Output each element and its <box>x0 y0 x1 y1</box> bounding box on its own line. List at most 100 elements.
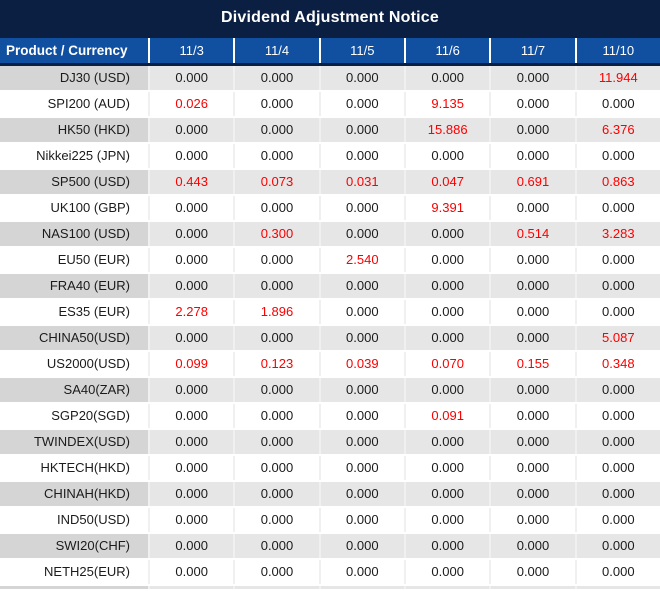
dividend-value: 0.000 <box>235 378 319 402</box>
dividend-value: 0.000 <box>150 404 234 428</box>
dividend-value: 0.000 <box>150 430 234 454</box>
dividend-value: 0.000 <box>406 248 490 272</box>
dividend-value: 0.000 <box>150 66 234 90</box>
dividend-value: 0.000 <box>406 456 490 480</box>
dividend-value: 0.863 <box>576 170 660 194</box>
dividend-value: 0.000 <box>235 404 319 428</box>
product-label: FRA40 (EUR) <box>0 274 148 298</box>
dividend-value: 0.073 <box>235 170 319 194</box>
dividend-value: 0.000 <box>491 508 575 532</box>
product-label: EU50 (EUR) <box>0 248 148 272</box>
dividend-value: 0.000 <box>150 482 234 506</box>
product-label: CHINA50(USD) <box>0 326 148 350</box>
column-header-date-2: 11/5 <box>320 38 404 63</box>
dividend-value: 5.087 <box>576 326 660 350</box>
dividend-value: 0.000 <box>576 196 660 220</box>
column-header-date-0: 11/3 <box>150 38 234 63</box>
dividend-value: 0.000 <box>320 66 404 90</box>
dividend-value: 0.000 <box>235 534 319 558</box>
dividend-value: 0.000 <box>320 222 404 246</box>
dividend-value: 0.000 <box>320 326 404 350</box>
page-title: Dividend Adjustment Notice <box>221 9 439 26</box>
dividend-value: 15.886 <box>406 118 490 142</box>
dividend-value: 0.000 <box>491 248 575 272</box>
dividend-value: 3.283 <box>576 222 660 246</box>
column-header-date-4: 11/7 <box>491 38 575 63</box>
dividend-value: 0.000 <box>235 248 319 272</box>
dividend-value: 0.000 <box>235 456 319 480</box>
dividend-value: 0.000 <box>235 118 319 142</box>
column-header-product-currency: Product / Currency <box>0 38 148 63</box>
table-row: SGP20(SGD) 0.000 0.000 0.000 0.091 0.000 0.000 <box>0 404 660 428</box>
table-row: Nikkei225 (JPN) 0.000 0.000 0.000 0.000 0.000… <box>0 144 660 168</box>
dividend-value: 0.123 <box>235 352 319 376</box>
dividend-value: 0.000 <box>150 144 234 168</box>
dividend-value: 0.000 <box>576 560 660 584</box>
dividend-value: 0.000 <box>235 66 319 90</box>
dividend-value: 0.000 <box>491 118 575 142</box>
dividend-value: 0.000 <box>491 144 575 168</box>
dividend-value: 0.514 <box>491 222 575 246</box>
dividend-value: 0.000 <box>320 482 404 506</box>
dividend-value: 0.000 <box>150 560 234 584</box>
product-label: TWINDEX(USD) <box>0 430 148 454</box>
dividend-value: 0.000 <box>406 378 490 402</box>
dividend-value: 0.000 <box>491 482 575 506</box>
dividend-value: 2.278 <box>150 300 234 324</box>
dividend-value: 0.000 <box>491 300 575 324</box>
dividend-value: 0.000 <box>406 482 490 506</box>
dividend-value: 0.000 <box>491 196 575 220</box>
dividend-value: 0.348 <box>576 352 660 376</box>
dividend-value: 0.000 <box>576 404 660 428</box>
dividend-value: 0.039 <box>320 352 404 376</box>
product-label: Nikkei225 (JPN) <box>0 144 148 168</box>
table-row: CHINA50(USD) 0.000 0.000 0.000 0.000 0.000 5.0… <box>0 326 660 350</box>
dividend-value: 0.000 <box>150 196 234 220</box>
table-row: HKTECH(HKD) 0.000 0.000 0.000 0.000 0.000 0.00… <box>0 456 660 480</box>
dividend-value: 0.047 <box>406 170 490 194</box>
dividend-value: 0.000 <box>320 196 404 220</box>
dividend-value: 0.000 <box>320 118 404 142</box>
dividend-value: 0.000 <box>406 508 490 532</box>
dividend-value: 0.000 <box>150 248 234 272</box>
dividend-value: 0.000 <box>320 534 404 558</box>
dividend-value: 0.000 <box>406 430 490 454</box>
dividend-value: 0.000 <box>406 144 490 168</box>
product-label: NETH25(EUR) <box>0 560 148 584</box>
dividend-value: 0.000 <box>150 326 234 350</box>
cutoff-cell <box>235 586 319 589</box>
cutoff-cell <box>406 586 490 589</box>
table-row: NETH25(EUR) 0.000 0.000 0.000 0.000 0.000 0.00… <box>0 560 660 584</box>
cutoff-cell <box>320 586 404 589</box>
dividend-value: 0.000 <box>491 404 575 428</box>
dividend-value: 0.000 <box>406 534 490 558</box>
title-bar: Dividend Adjustment Notice <box>0 0 660 36</box>
dividend-value: 6.376 <box>576 118 660 142</box>
table-row: ES35 (EUR) 2.278 1.896 0.000 0.000 0.000 0.000 <box>0 300 660 324</box>
dividend-value: 0.000 <box>235 430 319 454</box>
dividend-value: 2.540 <box>320 248 404 272</box>
dividend-value: 0.000 <box>235 326 319 350</box>
product-label: SP500 (USD) <box>0 170 148 194</box>
dividend-value: 0.000 <box>491 378 575 402</box>
dividend-value: 0.000 <box>576 456 660 480</box>
dividend-value: 0.000 <box>576 508 660 532</box>
dividend-value: 0.000 <box>150 378 234 402</box>
table-row: CHINAH(HKD) 0.000 0.000 0.000 0.000 0.000 0.00… <box>0 482 660 506</box>
table-row: SP500 (USD) 0.443 0.073 0.031 0.047 0.691 0.86… <box>0 170 660 194</box>
product-label: HKTECH(HKD) <box>0 456 148 480</box>
dividend-value: 0.026 <box>150 92 234 116</box>
dividend-value: 0.000 <box>406 222 490 246</box>
table-row: FRA40 (EUR) 0.000 0.000 0.000 0.000 0.000 0.00… <box>0 274 660 298</box>
dividend-value: 0.000 <box>491 456 575 480</box>
dividend-value: 0.000 <box>491 66 575 90</box>
dividend-value: 0.000 <box>491 534 575 558</box>
table-header: Product / Currency 11/3 11/4 11/5 11/6 11/7 1… <box>0 36 660 66</box>
dividend-value: 0.000 <box>235 482 319 506</box>
column-header-date-5: 11/10 <box>576 38 660 63</box>
dividend-value: 0.091 <box>406 404 490 428</box>
dividend-value: 0.000 <box>576 482 660 506</box>
table-row: SPI200 (AUD) 0.026 0.000 0.000 9.135 0.000 0.0… <box>0 92 660 116</box>
table-row: SWI20(CHF) 0.000 0.000 0.000 0.000 0.000 0.000 <box>0 534 660 558</box>
dividend-value: 0.300 <box>235 222 319 246</box>
